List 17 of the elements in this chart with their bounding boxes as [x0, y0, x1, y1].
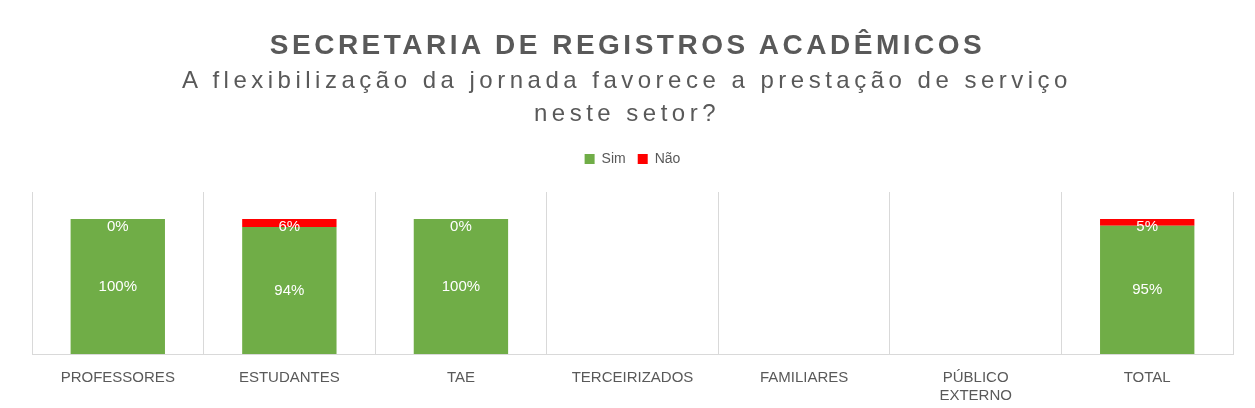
- data-label: 95%: [1132, 280, 1163, 298]
- x-tick-label: PÚBLICO EXTERNO: [939, 368, 1012, 404]
- x-tick-label: TAE: [446, 368, 475, 386]
- data-label: 100%: [98, 276, 137, 294]
- x-tick-label: PROFESSORES: [60, 368, 175, 386]
- data-label: 0%: [106, 216, 129, 234]
- legend-label: Não: [654, 149, 681, 166]
- chart-subtitle: A flexibilização da jornada favorece a prestação de serviço neste setor?: [181, 65, 1073, 128]
- data-label: 0%: [450, 216, 472, 234]
- x-tick-label: ESTUDANTES: [238, 368, 340, 386]
- data-label: 100%: [441, 276, 481, 294]
- x-tick-label: TOTAL: [1123, 368, 1171, 386]
- x-tick-label: FAMILIARES: [759, 368, 849, 386]
- legend-label: Sim: [601, 149, 626, 166]
- x-tick-label: TERCEIRIZADOS: [571, 368, 694, 386]
- data-label: 94%: [274, 280, 305, 298]
- chart-title: SECRETARIA DE REGISTROS ACADÊMICOS: [268, 28, 987, 62]
